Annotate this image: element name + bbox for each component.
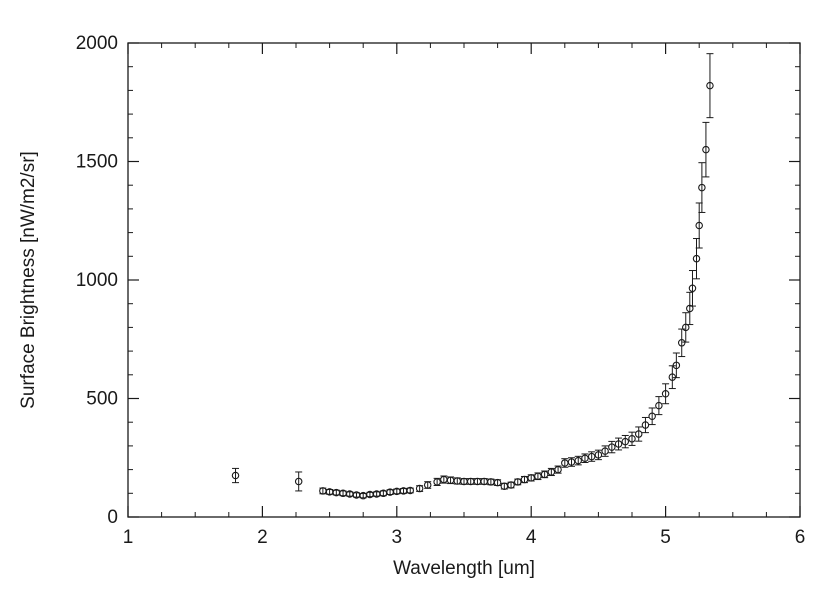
x-tick-label: 4: [526, 527, 537, 548]
data-point: [527, 474, 535, 482]
data-point: [672, 361, 681, 370]
data-point: [698, 183, 706, 192]
data-point: [641, 421, 650, 429]
data-point: [682, 323, 690, 332]
data-point: [406, 486, 414, 495]
y-tick-label: 0: [107, 507, 118, 528]
data-point: [594, 451, 603, 459]
data-point: [574, 456, 582, 465]
data-point: [231, 471, 240, 480]
data-point: [655, 401, 663, 410]
data-point: [554, 465, 562, 474]
data-point: [534, 472, 542, 480]
x-tick-label: 1: [123, 527, 134, 548]
data-point: [567, 458, 576, 466]
data-point: [507, 481, 515, 489]
data-point: [706, 81, 714, 90]
data-point: [547, 468, 556, 476]
data-point: [540, 470, 549, 479]
x-axis-label: Wavelength [um]: [393, 558, 535, 579]
y-tick-label: 500: [86, 389, 118, 410]
y-tick-label: 1500: [76, 152, 118, 173]
data-point: [433, 478, 441, 486]
x-tick-label: 2: [257, 527, 268, 548]
plot-frame: [127, 42, 801, 518]
data-point: [648, 412, 656, 421]
data-point: [692, 254, 701, 263]
y-tick-label: 2000: [76, 33, 118, 54]
y-axis-label: Surface Brightness [nW/m2/sr]: [18, 151, 39, 409]
data-point: [294, 477, 303, 486]
data-point: [695, 221, 703, 230]
data-point: [608, 443, 616, 451]
data-point: [688, 284, 697, 293]
y-tick-label: 1000: [76, 270, 118, 291]
data-point: [423, 481, 432, 489]
data-point: [686, 304, 694, 313]
data-point: [634, 430, 643, 438]
x-tick-label: 6: [795, 527, 806, 548]
data-point: [520, 475, 529, 484]
data-point: [628, 435, 636, 443]
data-point: [514, 478, 522, 486]
data-point: [614, 440, 623, 448]
data-point: [601, 447, 609, 455]
data-point: [677, 339, 686, 347]
x-tick-label: 3: [392, 527, 403, 548]
data-point: [493, 478, 502, 487]
data-point: [621, 437, 630, 446]
data-point: [415, 484, 424, 493]
data-point: [587, 452, 596, 461]
data-point: [581, 454, 589, 462]
data-point: [661, 390, 670, 398]
data-point: [702, 145, 710, 154]
x-tick-label: 5: [660, 527, 671, 548]
